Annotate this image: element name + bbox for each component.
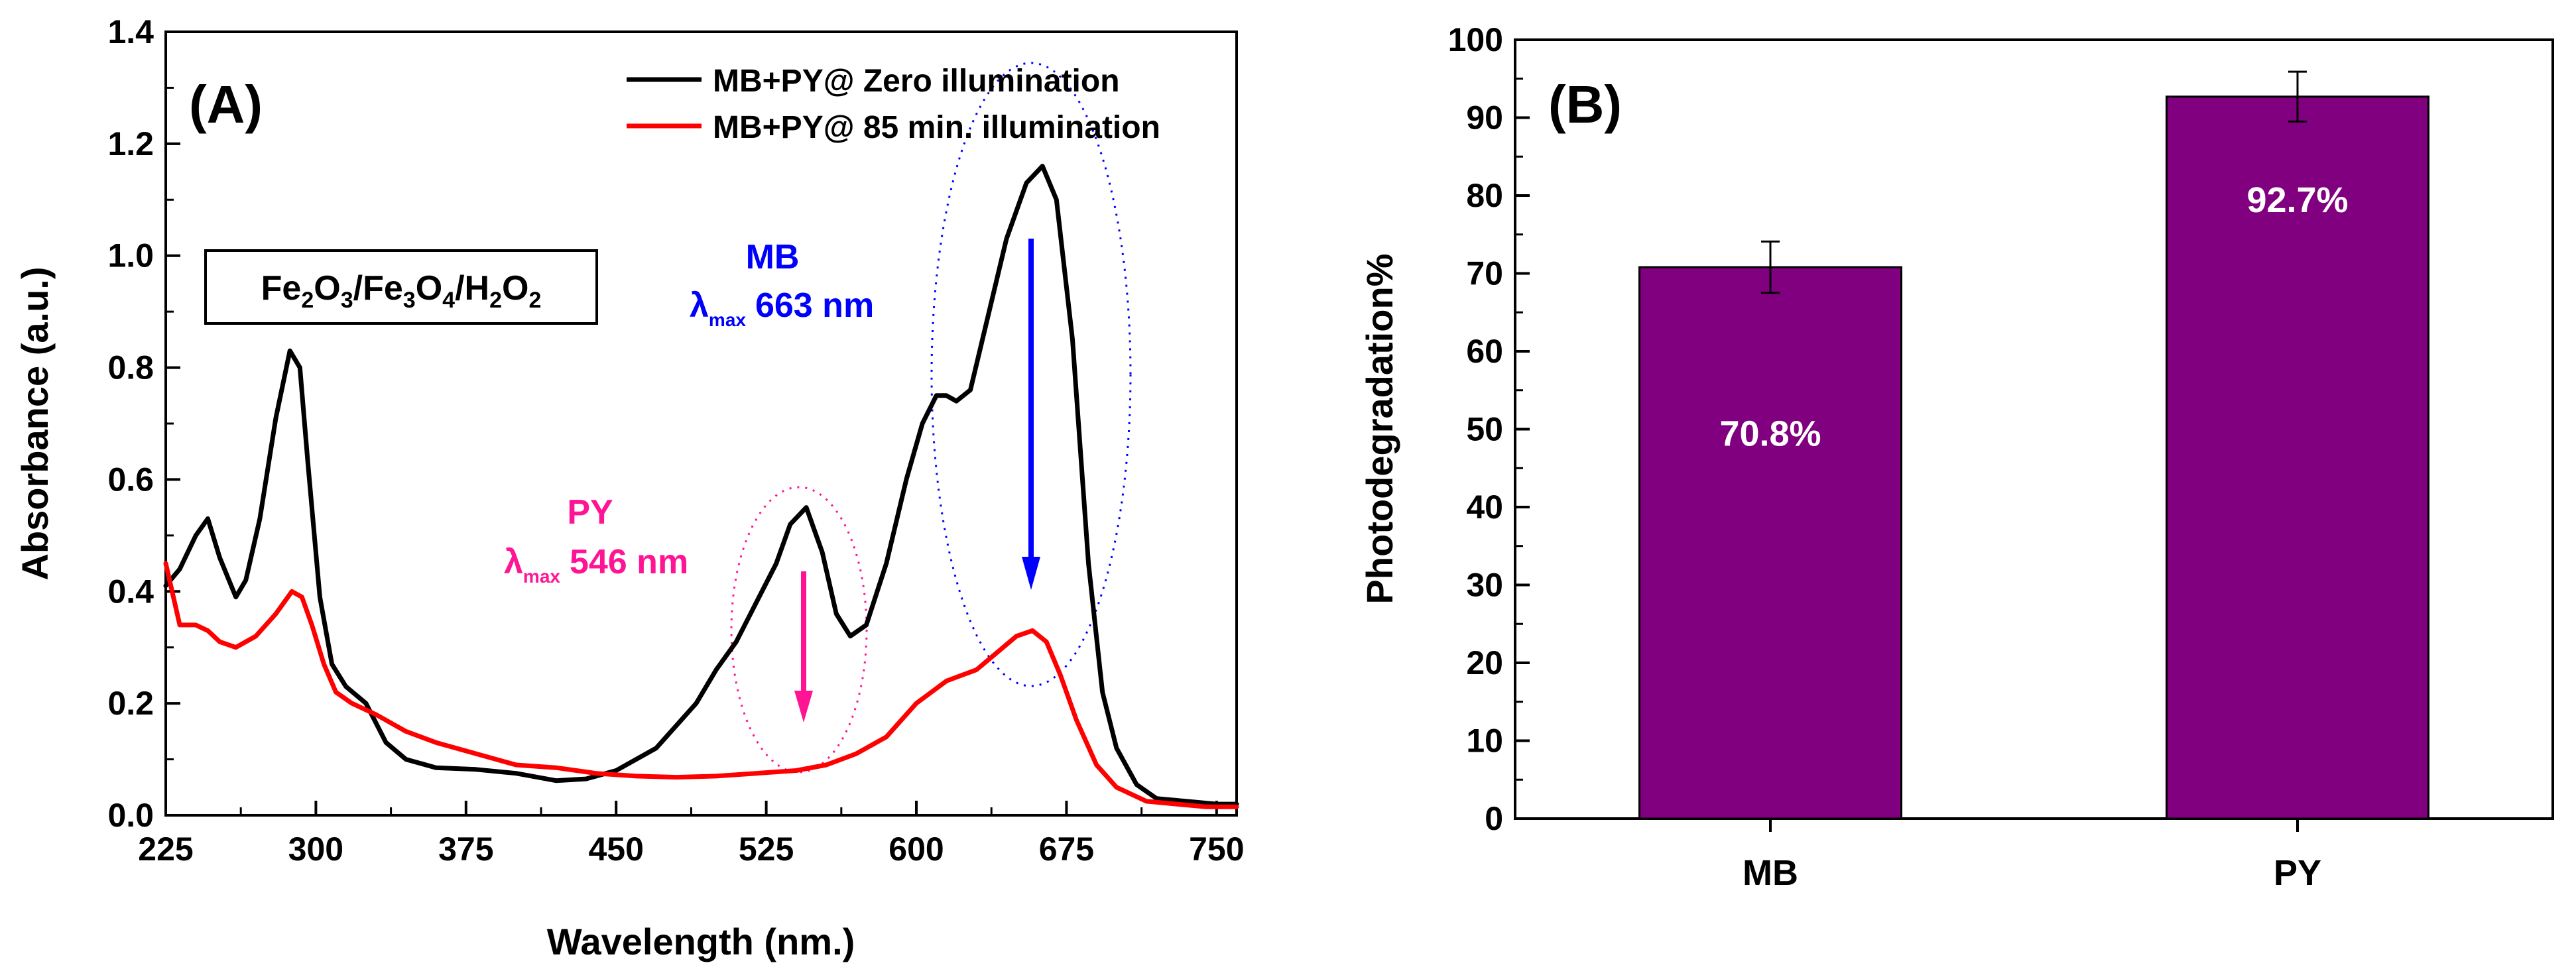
mb-annotation-lambda: λmax 663 nm [690,286,874,330]
py-annotation-label: PY [567,493,613,532]
mb-decrease-arrow [1022,239,1040,590]
x-tick-label: 375 [438,831,493,868]
y-tick-label: 0 [1485,800,1503,837]
panel-b-y-axis-title: Photodegradation% [1359,254,1400,605]
py-peak-ellipse [730,486,868,774]
x-tick-label: 300 [288,831,343,868]
panel-b: 0 10 20 30 40 50 60 70 80 90 100 70.8% MB 92.7% PY (B… [1359,21,2554,893]
bar-value-label-mb: 70.8% [1719,414,1821,454]
panel-b-y-ticks: 0 10 20 30 40 50 60 70 80 90 100 [1448,21,1530,837]
panel-a-series [163,164,1239,809]
y-tick-label: 80 [1466,177,1503,214]
bar-mb [1638,266,1902,820]
x-tick-label: 450 [588,831,643,868]
x-tick-label: 750 [1189,831,1244,868]
y-tick-label: 20 [1466,644,1503,681]
panel-b-label: (B) [1548,75,1622,134]
y-tick-label: 90 [1466,99,1503,137]
panel-a-y-ticks: 0.0 0.2 0.4 0.6 0.8 1.0 1.2 1.4 [107,13,180,834]
y-tick-label: 0.6 [107,461,154,498]
series-line-zero-illumination [163,164,1239,807]
y-tick-label: 70 [1466,255,1503,292]
py-annotation-lambda: λmax 546 nm [504,543,688,587]
mb-peak-ellipse [930,62,1132,687]
panel-a-legend: MB+PY@ Zero illumination MB+PY@ 85 min. … [627,64,1160,145]
panel-a-label: (A) [189,75,263,134]
y-tick-label: 0.8 [107,349,154,386]
panel-a-y-axis-title: Absorbance (a.u.) [14,267,56,581]
legend-label-85-min-illumination: MB+PY@ 85 min. illumination [713,110,1160,145]
y-tick-label: 1.4 [107,13,154,50]
mb-annotation: MB λmax 663 nm [690,238,874,330]
catalyst-formula: Fe2O3/Fe3O4/H2O2 [261,269,542,313]
bar-py [2166,95,2429,820]
catalyst-box: Fe2O3/Fe3O4/H2O2 [204,249,598,325]
panel-a-x-ticks: 225 300 375 450 525 600 675 750 [138,801,1245,868]
legend-label-zero-illumination: MB+PY@ Zero illumination [713,64,1120,99]
y-tick-label: 40 [1466,489,1503,526]
y-tick-label: 100 [1448,21,1503,58]
py-decrease-arrow [794,571,813,722]
y-tick-label: 0.0 [107,797,154,834]
y-tick-label: 50 [1466,411,1503,448]
py-annotation: PY λmax 546 nm [504,493,688,587]
y-tick-label: 60 [1466,333,1503,370]
x-tick-label: 525 [739,831,794,868]
panel-a: 225 300 375 450 525 600 675 750 0.0 0.2 0.4 0.6 0.8… [14,13,1245,962]
y-tick-label: 0.4 [107,573,154,610]
y-tick-label: 1.0 [107,237,154,274]
y-tick-label: 10 [1466,722,1503,760]
x-tick-label: 600 [889,831,944,868]
x-category-label-py: PY [2274,853,2321,893]
panel-a-x-axis-title: Wavelength (nm.) [547,921,855,962]
y-tick-label: 1.2 [107,125,154,162]
mb-annotation-label: MB [746,238,800,276]
x-category-label-mb: MB [1743,853,1798,893]
x-tick-label: 225 [138,831,193,868]
series-line-85-min-illumination [163,561,1239,809]
y-tick-label: 0.2 [107,685,154,722]
x-tick-label: 675 [1039,831,1094,868]
y-tick-label: 30 [1466,567,1503,604]
bar-value-label-py: 92.7% [2246,180,2348,220]
panel-b-bars: 70.8% MB 92.7% PY [1638,70,2429,893]
